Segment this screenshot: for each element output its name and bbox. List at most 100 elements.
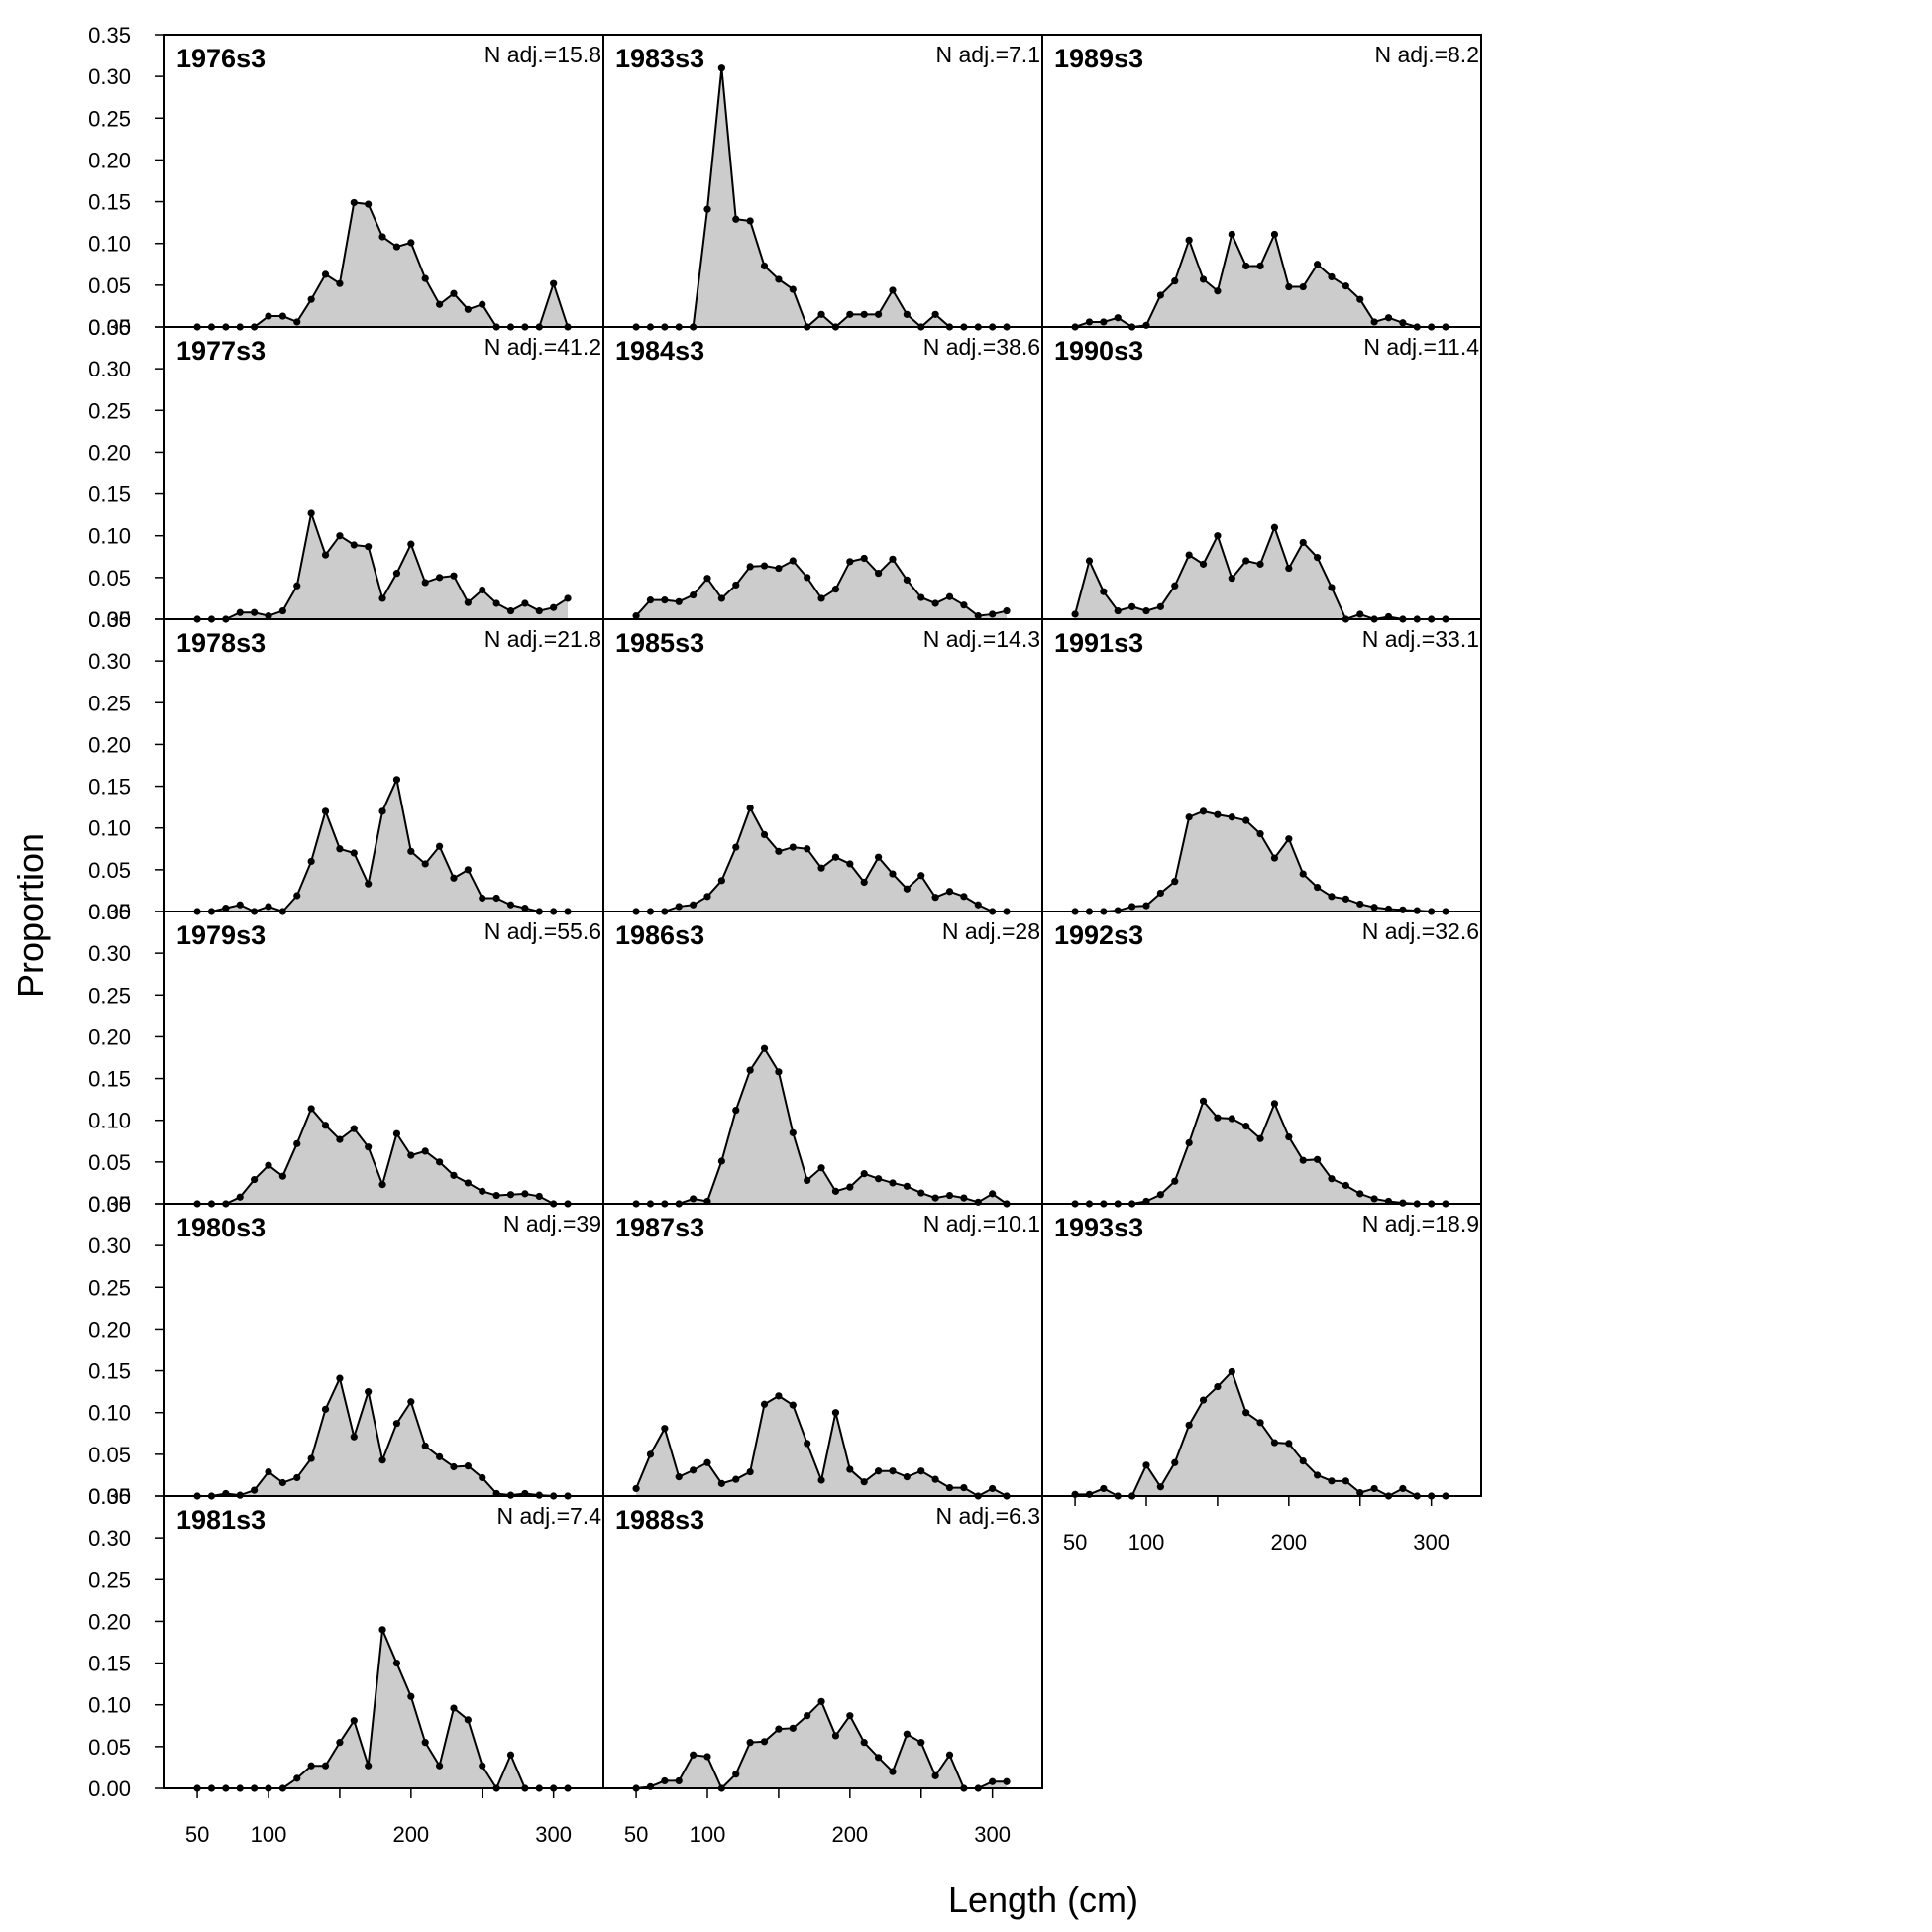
y-tick-label: 0.00 <box>88 1192 131 1217</box>
data-point <box>789 1724 797 1732</box>
data-point <box>365 1143 373 1151</box>
data-point <box>1256 560 1264 568</box>
data-point <box>350 541 358 549</box>
panel-title: 1989s3 <box>1054 44 1143 73</box>
y-tick-label: 0.05 <box>88 1735 131 1760</box>
area-fill-1988s3 <box>636 1701 1008 1788</box>
data-point <box>1214 1382 1222 1391</box>
data-point <box>392 776 401 784</box>
data-point <box>789 1128 797 1136</box>
panel-grid: 1976s3 N adj.=15.8 0.00 0.05 0.10 0.15 0.20 0.2… <box>88 23 1482 1847</box>
data-point <box>506 1191 515 1199</box>
data-point <box>1242 1123 1250 1130</box>
data-point <box>931 599 939 607</box>
data-point <box>1156 1191 1164 1199</box>
data-point <box>746 1739 754 1747</box>
panel-title: 1992s3 <box>1054 920 1143 950</box>
data-point <box>506 901 515 909</box>
y-axis-title: Proportion <box>10 833 51 998</box>
data-point <box>464 866 472 874</box>
data-point <box>265 612 272 620</box>
data-point <box>817 1476 825 1484</box>
y-tick-label: 0.05 <box>88 1150 131 1175</box>
data-point <box>479 1473 486 1482</box>
data-point <box>293 1774 301 1782</box>
data-point <box>350 1717 358 1725</box>
data-point <box>732 1107 740 1115</box>
data-point <box>307 509 315 517</box>
y-tick-label: 0.25 <box>88 398 131 423</box>
data-point <box>860 554 868 563</box>
data-point <box>365 543 373 551</box>
data-point <box>378 233 386 241</box>
data-point <box>450 874 458 882</box>
data-point <box>1228 230 1235 239</box>
y-tick-label: 0.15 <box>88 775 131 800</box>
panel-1989s3: 1989s3 N adj.=8.2 <box>1041 34 1482 331</box>
panel-title: 1983s3 <box>615 44 704 73</box>
data-point <box>1285 835 1293 843</box>
data-point <box>321 1405 330 1413</box>
data-point <box>1399 319 1407 327</box>
data-point <box>293 582 301 590</box>
x-tick-label: 200 <box>392 1822 429 1847</box>
data-point <box>760 830 769 839</box>
data-point <box>1328 272 1336 281</box>
y-tick-label: 0.20 <box>88 732 131 757</box>
n-adj-label: N adj.=38.6 <box>923 334 1040 360</box>
data-point <box>831 853 840 861</box>
n-adj-label: N adj.=10.1 <box>923 1211 1040 1236</box>
data-point <box>746 1467 754 1476</box>
data-point <box>479 1762 486 1770</box>
y-tick-label: 0.00 <box>88 607 131 632</box>
data-point <box>974 612 982 620</box>
area-fill-1978s3 <box>197 779 569 912</box>
panel-title: 1993s3 <box>1054 1213 1143 1242</box>
data-point <box>1071 610 1079 618</box>
data-point <box>1100 1484 1108 1493</box>
data-point <box>732 1475 740 1483</box>
data-point <box>1185 1138 1193 1147</box>
panel-1981s3: 1981s3 N adj.=7.4 0.00 0.05 0.10 0.15 0.20 0.25… <box>88 1484 604 1847</box>
data-point <box>550 279 558 287</box>
y-tick-label: 0.05 <box>88 1443 131 1467</box>
panel-title: 1976s3 <box>176 44 266 73</box>
data-point <box>321 551 330 559</box>
y-tick-label: 0.20 <box>88 440 131 465</box>
y-tick-label: 0.20 <box>88 1609 131 1634</box>
data-point <box>479 300 486 308</box>
data-point <box>732 215 740 223</box>
y-tick-label: 0.00 <box>88 1484 131 1509</box>
data-point <box>407 847 415 855</box>
data-point <box>1242 262 1250 270</box>
data-point <box>350 1125 358 1132</box>
x-tick-label: 50 <box>1063 1530 1087 1555</box>
n-adj-label: N adj.=21.8 <box>484 626 601 652</box>
y-tick-label: 0.25 <box>88 1275 131 1300</box>
data-point <box>1156 889 1164 898</box>
area-fill-1986s3 <box>636 1048 1008 1204</box>
data-point <box>989 1777 997 1785</box>
data-point <box>378 594 386 602</box>
data-point <box>1199 560 1208 568</box>
data-point <box>392 570 401 578</box>
data-point <box>421 1739 429 1747</box>
data-point <box>1185 1421 1193 1429</box>
panel-1985s3: 1985s3 N adj.=14.3 <box>602 618 1043 915</box>
data-point <box>435 1158 444 1166</box>
data-point <box>435 574 444 582</box>
data-point <box>1085 318 1094 326</box>
data-point <box>365 880 373 888</box>
data-point <box>675 1776 683 1785</box>
data-point <box>1313 1155 1322 1163</box>
data-point <box>336 1135 344 1143</box>
data-point <box>1313 1471 1322 1479</box>
data-point <box>506 606 515 615</box>
panel-title: 1988s3 <box>615 1505 704 1535</box>
data-point <box>846 558 854 566</box>
y-tick-label: 0.20 <box>88 1317 131 1342</box>
data-point <box>1142 606 1150 615</box>
data-point <box>1285 1132 1293 1141</box>
data-point <box>421 1442 429 1450</box>
data-point <box>889 1179 897 1187</box>
